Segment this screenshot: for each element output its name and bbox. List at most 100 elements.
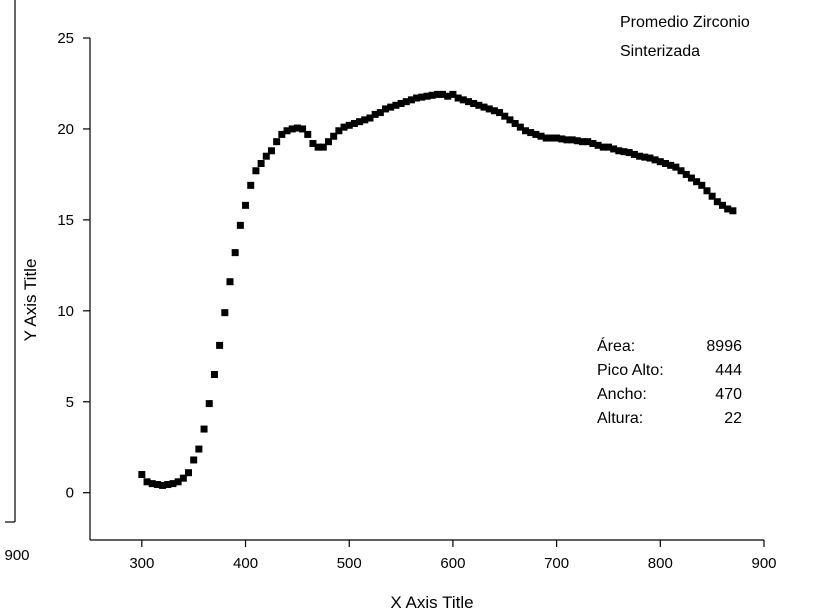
point bbox=[366, 114, 374, 122]
x-tick-label: 300 bbox=[129, 555, 154, 572]
point bbox=[252, 167, 260, 175]
point bbox=[656, 158, 664, 166]
point bbox=[630, 150, 638, 158]
point bbox=[231, 249, 239, 257]
point bbox=[667, 161, 675, 169]
point bbox=[376, 109, 384, 117]
y-tick-label: 20 bbox=[57, 121, 74, 138]
point bbox=[698, 181, 706, 189]
point bbox=[677, 167, 685, 175]
point bbox=[527, 129, 535, 137]
point bbox=[299, 125, 307, 133]
point bbox=[407, 96, 415, 104]
point bbox=[537, 132, 545, 140]
point bbox=[413, 94, 421, 102]
point bbox=[257, 160, 265, 167]
point bbox=[423, 92, 431, 100]
point bbox=[620, 148, 628, 156]
point bbox=[179, 474, 187, 482]
point bbox=[439, 90, 447, 98]
point bbox=[636, 152, 644, 160]
point bbox=[319, 143, 327, 151]
point bbox=[433, 90, 441, 98]
point bbox=[480, 103, 488, 111]
stat-label: Altura: bbox=[597, 410, 643, 427]
point bbox=[428, 91, 436, 99]
point bbox=[485, 105, 493, 113]
point bbox=[542, 134, 550, 142]
point bbox=[356, 118, 364, 126]
point bbox=[444, 92, 452, 100]
point bbox=[615, 147, 623, 155]
point bbox=[143, 478, 151, 486]
point bbox=[247, 181, 255, 189]
point bbox=[190, 456, 198, 464]
point bbox=[200, 425, 208, 433]
x-tick-label: 800 bbox=[648, 555, 673, 572]
x-tick-label: 500 bbox=[337, 555, 362, 572]
point bbox=[283, 127, 291, 135]
point bbox=[661, 160, 669, 167]
point bbox=[641, 153, 649, 161]
x-tick-label: 900 bbox=[751, 555, 776, 572]
point bbox=[651, 156, 659, 164]
point bbox=[288, 125, 296, 133]
point bbox=[242, 201, 250, 209]
point bbox=[682, 170, 690, 178]
point bbox=[475, 101, 483, 109]
point bbox=[169, 480, 177, 488]
y-tick-label: 0 bbox=[66, 485, 74, 502]
point bbox=[226, 278, 234, 286]
y-axis-title: Y Axis Title bbox=[21, 259, 40, 342]
point bbox=[672, 163, 680, 171]
x-axis-title: X Axis Title bbox=[390, 593, 473, 612]
point bbox=[309, 139, 317, 147]
point bbox=[516, 123, 524, 131]
stat-label: Área: bbox=[597, 336, 635, 355]
y-tick-label: 15 bbox=[57, 212, 74, 229]
point bbox=[511, 119, 519, 127]
point bbox=[532, 130, 540, 138]
point bbox=[185, 469, 193, 477]
point bbox=[138, 471, 146, 479]
point bbox=[371, 110, 379, 118]
point bbox=[558, 135, 566, 143]
stat-label: Ancho: bbox=[597, 386, 647, 403]
point bbox=[687, 174, 695, 182]
point bbox=[610, 145, 618, 153]
point bbox=[174, 478, 182, 486]
y-tick-label: 25 bbox=[57, 30, 74, 47]
point bbox=[703, 187, 711, 195]
stat-value: 444 bbox=[715, 362, 742, 379]
point bbox=[464, 98, 472, 106]
point bbox=[547, 134, 555, 142]
point bbox=[599, 143, 607, 151]
point bbox=[693, 178, 701, 186]
point bbox=[501, 112, 509, 120]
point bbox=[293, 124, 301, 132]
point bbox=[402, 98, 410, 106]
x-tick-label: 400 bbox=[233, 555, 258, 572]
x-tick-label: 600 bbox=[440, 555, 465, 572]
point bbox=[345, 121, 353, 129]
point bbox=[350, 119, 358, 127]
point bbox=[324, 138, 332, 146]
point bbox=[522, 127, 530, 135]
point bbox=[459, 96, 467, 104]
point bbox=[382, 105, 390, 113]
point bbox=[314, 143, 322, 151]
stat-value: 8996 bbox=[706, 338, 742, 355]
stat-label: Pico Alto: bbox=[597, 362, 664, 379]
point bbox=[262, 152, 270, 160]
point bbox=[304, 130, 312, 138]
point bbox=[195, 445, 203, 453]
point bbox=[604, 143, 612, 151]
point bbox=[563, 136, 571, 144]
point bbox=[335, 127, 343, 135]
point bbox=[216, 341, 224, 349]
y-tick-label: 5 bbox=[66, 394, 74, 411]
point bbox=[490, 107, 498, 115]
legend-line: Promedio Zirconio bbox=[620, 14, 750, 31]
point bbox=[573, 137, 581, 145]
point bbox=[568, 136, 576, 144]
